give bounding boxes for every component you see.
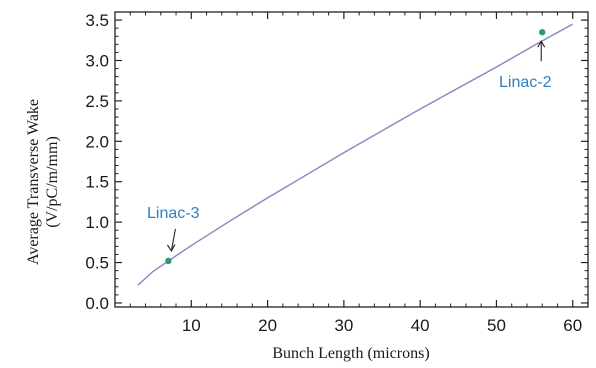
y-tick-label: 0.0 [85, 294, 109, 313]
x-tick-label: 50 [487, 316, 506, 335]
y-axis-title-line1: Average Transverse Wake [25, 99, 42, 265]
annotation-label: Linac-3 [147, 205, 200, 222]
annotation-arrow [170, 228, 176, 252]
y-tick-label: 1.0 [85, 213, 109, 232]
x-tick-label: 30 [334, 316, 353, 335]
y-tick-label: 1.5 [85, 173, 109, 192]
x-tick-label: 40 [411, 316, 430, 335]
y-axis-title-line2: (V/pC/m/mm) [44, 136, 61, 228]
x-tick-label: 60 [563, 316, 582, 335]
x-tick-label: 10 [182, 316, 201, 335]
series-line [137, 23, 574, 286]
data-point [165, 257, 172, 265]
annotation-arrowhead [166, 244, 176, 252]
x-tick-label: 20 [258, 316, 277, 335]
y-tick-label: 3.5 [85, 11, 109, 30]
annotation-arrowhead [537, 40, 546, 48]
y-tick-label: 2.5 [85, 92, 109, 111]
x-axis-title: Bunch Length (microns) [272, 345, 429, 362]
plot-area: 10 20 30 40 50 60 0.0 0.5 1.0 1.5 2.0 2.5 3.0 3.5 Lina… [85, 11, 589, 335]
plot-frame [114, 11, 589, 308]
y-tick-label: 3.0 [85, 51, 109, 70]
annotation-label: Linac-2 [499, 74, 552, 91]
y-tick-label: 2.0 [85, 132, 109, 151]
y-tick-label: 0.5 [85, 254, 109, 273]
data-point [539, 29, 546, 36]
